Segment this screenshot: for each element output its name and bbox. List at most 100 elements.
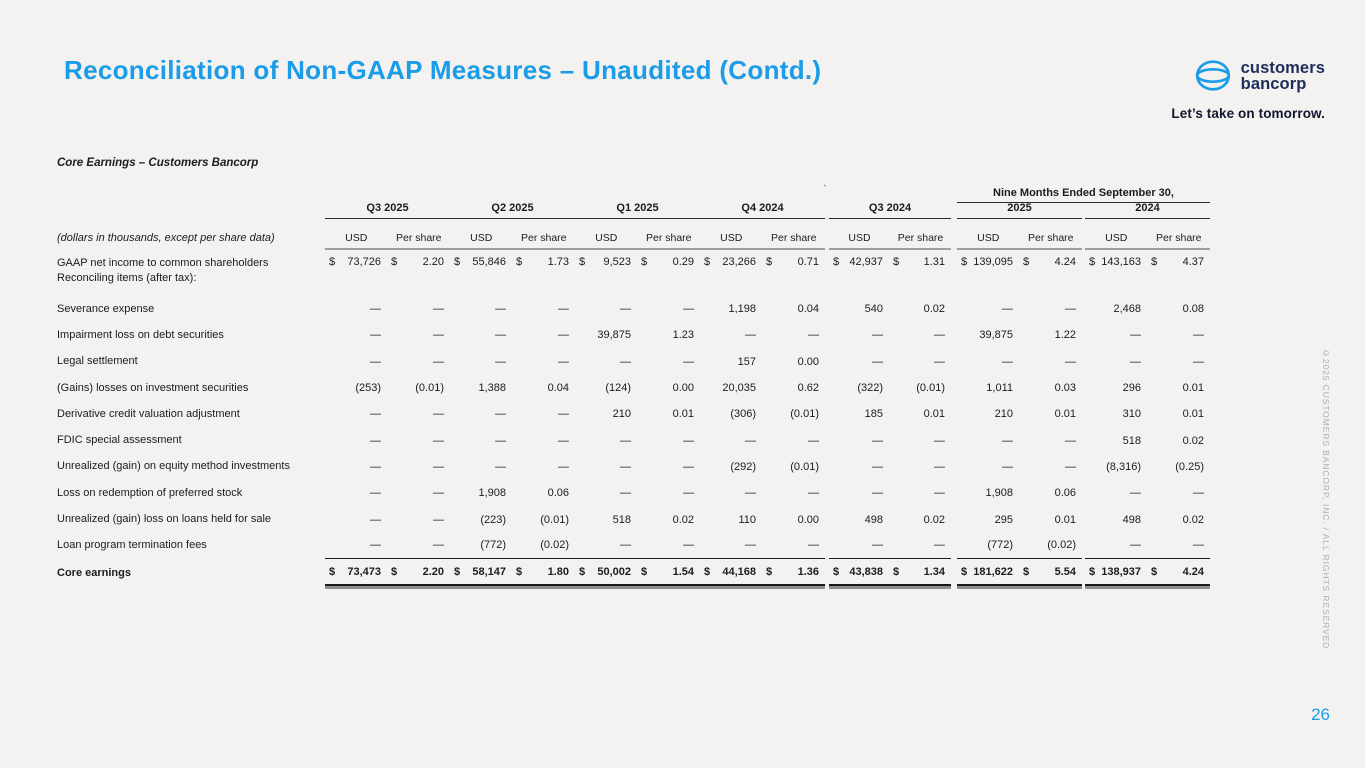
dollar-sign xyxy=(1089,408,1123,420)
usd-header: USD xyxy=(470,232,493,244)
usd-value: 498 xyxy=(829,514,889,526)
usd-value: 185 xyxy=(829,408,889,420)
usd-value: — xyxy=(325,487,387,499)
column-group-headers: Q3 2025 Q2 2025 Q1 2025 Q4 2024 Q3 2024 … xyxy=(325,202,1210,219)
col-header-ninemonths-2025: 2025 xyxy=(957,202,1082,219)
usd-value: — xyxy=(325,514,387,526)
dollar-sign xyxy=(766,514,798,526)
value-group: (292) (0.01) xyxy=(700,454,825,480)
usd-value: 2,468 xyxy=(1085,303,1147,315)
value-group: 310 0.01 xyxy=(1085,401,1210,427)
dollar-sign xyxy=(961,487,985,499)
dollar-sign xyxy=(1089,539,1130,551)
usd-value: — xyxy=(325,461,387,473)
dollar-sign xyxy=(1089,382,1123,394)
value-group: — — xyxy=(957,454,1082,480)
dollar-sign xyxy=(1023,514,1055,526)
usd-value: $143,163 xyxy=(1089,256,1141,268)
per-share-header: Per share xyxy=(1155,232,1202,244)
per-share-value: — xyxy=(387,356,450,368)
dollar-sign: $ xyxy=(766,256,773,268)
dollar-sign xyxy=(961,539,987,551)
logo-row: customers bancorp xyxy=(1171,58,1325,93)
dollar-sign xyxy=(516,487,548,499)
usd-value: — xyxy=(575,487,637,499)
dollar-sign xyxy=(391,461,433,473)
row-label: FDIC special assessment xyxy=(57,434,182,447)
per-share-value: — xyxy=(889,539,951,551)
dollar-sign xyxy=(329,329,370,341)
usd-value: — xyxy=(575,435,637,447)
value-group: $50,002 $1.54 xyxy=(575,561,700,589)
per-share-header: Per share xyxy=(770,232,817,244)
usd-value: (292) xyxy=(700,461,762,473)
page-title: Reconciliation of Non-GAAP Measures – Un… xyxy=(64,55,822,85)
dollar-sign xyxy=(329,487,370,499)
col-header-q3-2024: Q3 2024 xyxy=(829,202,951,219)
per-share-value: — xyxy=(387,329,450,341)
value-group: (322) (0.01) xyxy=(829,375,951,401)
row-label: Severance expense xyxy=(57,302,155,315)
dollar-sign xyxy=(641,461,683,473)
per-share-value: — xyxy=(512,356,575,368)
usd-value: 295 xyxy=(957,514,1019,526)
col-header-q1-2025: Q1 2025 xyxy=(575,202,700,219)
customers-bancorp-logo-icon xyxy=(1195,60,1230,91)
dollar-sign xyxy=(766,382,798,394)
per-share-value: — xyxy=(762,435,825,447)
dollar-sign xyxy=(704,329,745,341)
dollar-sign xyxy=(961,461,1002,473)
dollar-sign xyxy=(1089,514,1123,526)
row-label: Unrealized (gain) on equity method inves… xyxy=(57,460,290,473)
per-share-value: — xyxy=(1147,329,1210,341)
per-share-value: (0.01) xyxy=(387,382,450,394)
per-share-header: Per share xyxy=(1027,232,1074,244)
usd-value: — xyxy=(829,461,889,473)
value-group: $138,937 $4.24 xyxy=(1085,561,1210,589)
dollar-sign xyxy=(833,539,872,551)
table-row: Unrealized (gain) on equity method inves… xyxy=(57,454,1210,480)
dollar-sign xyxy=(641,303,683,315)
units-note: (dollars in thousands, except per share … xyxy=(57,232,275,244)
dollar-sign: $ xyxy=(641,566,648,579)
value-group: $73,726 $2.20 xyxy=(325,256,450,296)
dollar-sign xyxy=(961,382,986,394)
table-row: Loan program termination fees — — (772) (0.0… xyxy=(57,533,1210,559)
dollar-sign xyxy=(893,382,916,394)
dollar-sign: $ xyxy=(1023,256,1030,268)
usd-value: — xyxy=(700,539,762,551)
dollar-sign xyxy=(704,408,730,420)
value-group: 20,035 0.62 xyxy=(700,375,825,401)
per-share-value: — xyxy=(637,303,700,315)
per-share-value: — xyxy=(387,435,450,447)
dollar-sign xyxy=(579,461,620,473)
usd-value: — xyxy=(700,329,762,341)
per-share-value: — xyxy=(1019,303,1082,315)
dollar-sign xyxy=(579,329,597,341)
per-share-value: 0.01 xyxy=(889,408,951,420)
dollar-sign xyxy=(1151,487,1193,499)
usd-value: — xyxy=(829,539,889,551)
usd-header: USD xyxy=(595,232,618,244)
per-share-value: 0.08 xyxy=(1147,303,1210,315)
per-share-value: $1.73 xyxy=(516,256,569,268)
sub-header-group: USD Per share xyxy=(957,230,1082,250)
value-group: — — xyxy=(450,322,575,348)
dollar-sign xyxy=(704,382,722,394)
usd-value: — xyxy=(325,435,387,447)
usd-value: $73,726 xyxy=(329,256,381,268)
dollar-sign xyxy=(833,514,865,526)
dollar-sign xyxy=(391,514,433,526)
per-share-value: — xyxy=(889,329,951,341)
dollar-sign xyxy=(516,539,540,551)
table-row: Loss on redemption of preferred stock — —1… xyxy=(57,480,1210,506)
dollar-sign: $ xyxy=(329,256,336,268)
dollar-sign xyxy=(1089,329,1130,341)
dollar-sign xyxy=(893,408,924,420)
row-label: Legal settlement xyxy=(57,355,138,368)
page-number: 26 xyxy=(1311,705,1330,724)
per-share-value: 0.02 xyxy=(1147,435,1210,447)
dollar-sign xyxy=(516,382,548,394)
brand-name-line2: bancorp xyxy=(1240,74,1307,93)
per-share-value: $1.36 xyxy=(766,566,819,579)
